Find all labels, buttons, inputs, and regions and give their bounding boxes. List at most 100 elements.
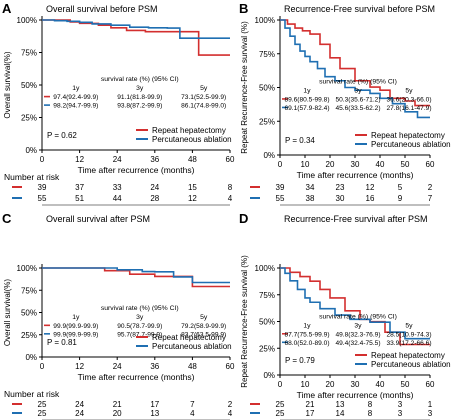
risk-cell: 1: [428, 400, 433, 409]
risk-cell: 2: [228, 400, 233, 409]
x-tick-label: 60: [226, 362, 235, 371]
survival-cell: 97.4(92.4-99.9): [53, 94, 98, 101]
survival-cell: 50.3(35.6-71.2): [335, 96, 380, 103]
x-tick-label: 24: [113, 155, 122, 164]
survival-cell: 83.7(63.5-99.9): [181, 331, 226, 338]
risk-cell: 14: [336, 409, 345, 418]
risk-table-title: Number at risk: [4, 389, 60, 399]
survival-col-5y: 5y: [200, 85, 208, 92]
survival-col-5y: 5y: [200, 314, 208, 321]
legend-label: Percutaneous ablation: [371, 140, 451, 149]
survival-col-1y: 1y: [72, 85, 80, 92]
x-axis-label: Time after recurrence (months): [297, 170, 414, 180]
risk-cell: 12: [366, 183, 375, 192]
panel-letter: C: [2, 211, 12, 226]
km-curve-repeat-hepatectomy: [280, 267, 430, 346]
survival-cell: 99.9(99.9-99.9): [53, 323, 98, 330]
x-tick-label: 24: [113, 362, 122, 371]
y-tick-label: 75%: [259, 50, 275, 59]
risk-cell: 28: [150, 194, 159, 203]
survival-col-1y: 1y: [303, 87, 311, 94]
legend-label: Percutaneous ablation: [152, 135, 232, 144]
chart-title: Overall survival before PSM: [46, 4, 158, 14]
risk-cell: 39: [276, 183, 285, 192]
km-curve-repeat-hepatectomy: [42, 267, 230, 288]
x-tick-label: 50: [401, 380, 410, 389]
risk-cell: 24: [75, 400, 84, 409]
y-tick-label: 100%: [255, 264, 275, 273]
risk-cell: 25: [276, 409, 285, 418]
risk-cell: 39: [38, 183, 47, 192]
legend-label: Repeat hepatectomy: [371, 351, 445, 360]
y-tick-label: 50%: [21, 309, 37, 318]
survival-col-1y: 1y: [72, 314, 80, 321]
risk-cell: 16: [366, 194, 375, 203]
y-tick-label: 75%: [259, 291, 275, 300]
risk-cell: 33: [113, 183, 122, 192]
risk-cell: 8: [228, 183, 233, 192]
x-tick-label: 12: [75, 155, 84, 164]
km-curve-repeat-hepatectomy: [280, 19, 430, 107]
survival-cell: 79.2(58.9-99.9): [181, 323, 226, 330]
risk-cell: 25: [38, 400, 47, 409]
risk-cell: 25: [276, 400, 285, 409]
risk-cell: 37: [75, 183, 84, 192]
survival-cell: 68.0(52.0-89.0): [284, 340, 329, 347]
risk-cell: 34: [306, 183, 315, 192]
legend-label: Repeat hepatectomy: [152, 126, 226, 135]
risk-cell: 17: [306, 409, 315, 418]
risk-cell: 21: [306, 400, 315, 409]
risk-cell: 3: [398, 400, 403, 409]
y-tick-label: 100%: [17, 264, 37, 273]
x-tick-label: 0: [40, 155, 45, 164]
survival-col-3y: 3y: [354, 322, 362, 329]
panel-letter: A: [2, 1, 12, 16]
risk-cell: 15: [188, 183, 197, 192]
survival-cell: 45.6(33.5-62.2): [335, 105, 380, 112]
survival-table-header: survival rate (%) (95% CI): [319, 78, 397, 85]
risk-cell: 7: [190, 400, 195, 409]
risk-cell: 5: [398, 183, 403, 192]
legend-label: Repeat hepatectomy: [152, 333, 226, 342]
risk-table-title: Number at risk: [4, 172, 60, 182]
y-tick-label: 25%: [259, 344, 275, 353]
risk-cell: 55: [38, 194, 47, 203]
risk-cell: 3: [428, 409, 433, 418]
chart-title: Recurrence-Free survival after PSM: [284, 214, 428, 224]
survival-cell: 73.1(52.5-99.9): [181, 94, 226, 101]
risk-cell: 7: [428, 194, 433, 203]
panel-b: B Recurrence-Free survival before PSM0%25…: [239, 1, 451, 206]
survival-col-3y: 3y: [136, 314, 144, 321]
y-tick-label: 25%: [259, 117, 275, 126]
legend-label: Percutaneous ablation: [371, 360, 451, 369]
legend-label: Repeat hepatectomy: [371, 131, 445, 140]
y-axis-label: Repeat Recurrence-Free survival (%): [240, 255, 249, 388]
panel-d: D Recurrence-Free survival after PSM 0% 25%…: [239, 211, 451, 420]
x-tick-label: 30: [351, 380, 360, 389]
risk-cell: 4: [228, 409, 233, 418]
y-axis-label: Repeat Recurrence-Free survival (%): [240, 21, 249, 154]
risk-cell: 3: [398, 409, 403, 418]
risk-cell: 20: [113, 409, 122, 418]
survival-cell: 69.1(57.9-82.4): [284, 105, 329, 112]
x-tick-label: 40: [376, 380, 385, 389]
x-axis-label: Time after recurrence (months): [78, 165, 195, 175]
y-tick-label: 25%: [21, 114, 37, 123]
survival-cell: 49.4(32.4-75.5): [335, 340, 380, 347]
risk-cell: 2: [428, 183, 433, 192]
panel-letter: D: [239, 211, 248, 226]
y-axis-label: Overall survival(%): [3, 51, 12, 118]
survival-table-header: survival rate (%) (95% CI): [101, 305, 179, 312]
y-tick-label: 100%: [255, 16, 275, 25]
y-tick-label: 50%: [21, 81, 37, 90]
y-tick-label: 0%: [25, 146, 37, 155]
x-axis-label: Time after recurrence (months): [78, 372, 195, 382]
risk-cell: 8: [368, 400, 373, 409]
x-tick-label: 48: [188, 155, 197, 164]
survival-cell: 87.7(75.5-99.9): [284, 331, 329, 338]
survival-cell: 36.6(20.3-66.0): [386, 96, 431, 103]
survival-cell: 91.1(81.8-99.9): [117, 94, 162, 101]
risk-cell: 21: [113, 400, 122, 409]
survival-table-header: survival rate (%) (95% CI): [319, 313, 397, 320]
risk-cell: 13: [150, 409, 159, 418]
